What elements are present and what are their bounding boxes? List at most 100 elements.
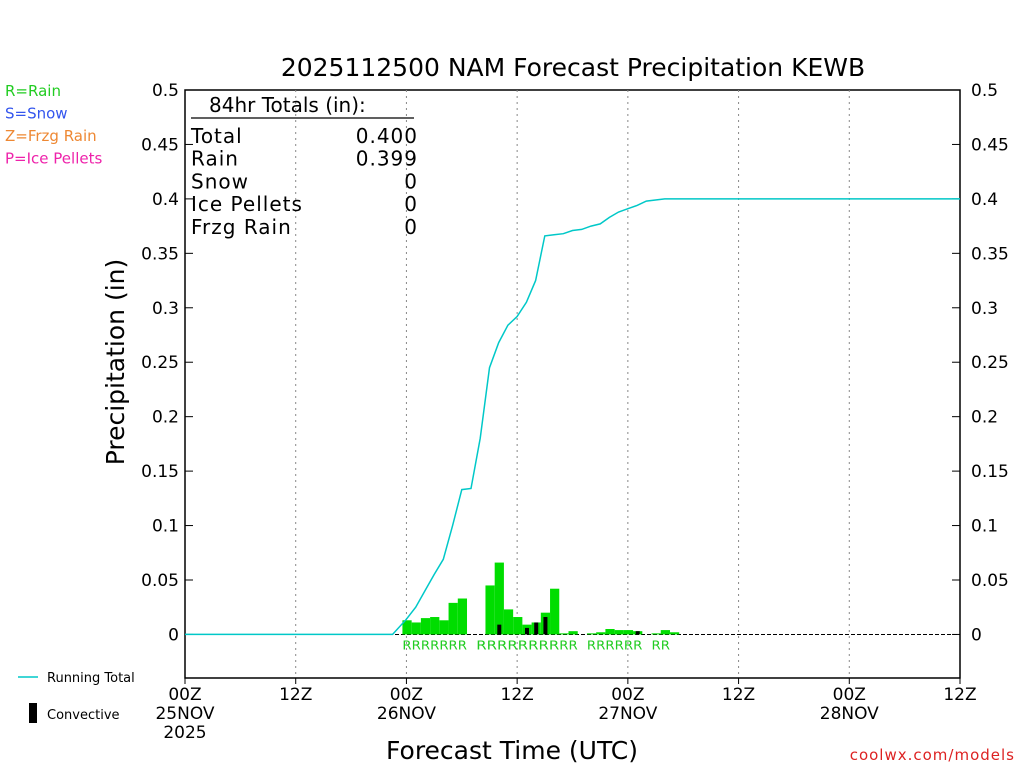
ptype-marker: RRRRRRR — [402, 638, 467, 652]
x-tick-label: 2025 — [163, 723, 206, 743]
x-tick-label: 12Z — [722, 685, 755, 705]
rain-bar — [623, 630, 634, 635]
convective-bars — [497, 617, 640, 635]
ptype-legend-item: Z=Frzg Rain — [5, 127, 97, 145]
y-tick-label-right: 0.2 — [971, 408, 998, 428]
x-tick-label: 00Z — [611, 685, 644, 705]
totals-row-value: 0 — [404, 169, 418, 193]
totals-row-value: 0.400 — [356, 124, 418, 148]
x-tick-label: 26NOV — [377, 704, 436, 724]
rain-bar — [485, 585, 495, 635]
y-tick-label-left: 0.35 — [141, 244, 179, 264]
y-tick-label-left: 0.45 — [141, 135, 179, 155]
x-tick-label: 12Z — [279, 685, 312, 705]
y-tick-label-left: 0.15 — [141, 462, 179, 482]
ptype-legend: R=Rain S=Snow Z=Frzg Rain P=Ice Pellets — [5, 82, 102, 168]
convective-bar — [534, 622, 539, 635]
totals-header: 84hr Totals (in): — [209, 93, 366, 117]
y-tick-label-left: 0.3 — [152, 299, 179, 319]
x-tick-label: 25NOV — [155, 704, 214, 724]
y-tick-label-right: 0.15 — [971, 462, 1009, 482]
y-axis-label: Precipitation (in) — [101, 259, 130, 466]
y-tick-label-right: 0.4 — [971, 190, 998, 210]
rain-bar — [503, 609, 514, 635]
x-tick-label: 00Z — [833, 685, 866, 705]
totals-row-label: Total — [190, 124, 243, 148]
x-tick-label: 28NOV — [820, 704, 879, 724]
y-tick-label-left: 0.05 — [141, 571, 179, 591]
rain-bar — [568, 631, 578, 635]
convective-bar — [635, 631, 640, 635]
right-axis-ticks: 0 0.05 0.1 0.15 0.2 0.25 0.3 0.35 0.4 0.45 0.5 — [952, 81, 1009, 645]
ptype-legend-item: P=Ice Pellets — [5, 150, 102, 168]
ptype-marker: RRRRRRRR — [476, 638, 559, 652]
ptype-legend-item: S=Snow — [5, 105, 68, 123]
convective-legend-label: Convective — [47, 708, 120, 723]
rain-bar — [448, 602, 458, 635]
y-tick-label-right: 0.25 — [971, 353, 1009, 373]
y-tick-label-left: 0 — [168, 625, 179, 645]
rain-bar — [651, 633, 661, 635]
rain-bar — [614, 630, 624, 635]
x-tick-label: 00Z — [168, 685, 201, 705]
rain-bar — [660, 630, 670, 635]
rain-bar — [559, 633, 569, 635]
y-tick-label-left: 0.5 — [152, 81, 179, 101]
rain-bar — [586, 633, 597, 635]
rain-bars — [402, 562, 680, 635]
totals-row-value: 0 — [404, 215, 418, 239]
x-tick-label: 27NOV — [598, 704, 657, 724]
rain-bar — [457, 598, 468, 635]
rain-bar — [439, 620, 449, 635]
rain-bar — [550, 588, 560, 635]
y-tick-label-right: 0.3 — [971, 299, 998, 319]
totals-row-label: Snow — [191, 169, 249, 193]
x-axis-label: Forecast Time (UTC) — [386, 736, 638, 765]
rain-bar — [420, 618, 431, 635]
grid-lines — [295, 90, 850, 678]
running-total-legend-label: Running Total — [47, 671, 135, 686]
y-tick-label-right: 0 — [971, 625, 982, 645]
y-tick-label-right: 0.45 — [971, 135, 1009, 155]
rain-bar — [411, 622, 421, 635]
y-tick-label-left: 0.4 — [152, 190, 179, 210]
y-tick-label-right: 0.1 — [971, 517, 998, 537]
y-tick-label-right: 0.5 — [971, 81, 998, 101]
rain-bar — [402, 620, 412, 635]
y-tick-label-left: 0.25 — [141, 353, 179, 373]
y-tick-label-right: 0.05 — [971, 571, 1009, 591]
plot-frame — [184, 89, 961, 679]
y-tick-label-left: 0.1 — [152, 517, 179, 537]
rain-bar — [605, 629, 615, 635]
totals-row-label: Ice Pellets — [191, 192, 303, 216]
convective-bar — [497, 624, 502, 635]
rain-bar — [596, 632, 606, 635]
convective-bar — [543, 617, 548, 635]
rain-bar — [513, 617, 523, 635]
left-axis-ticks: 0 0.05 0.1 0.15 0.2 0.25 0.3 0.35 0.4 0.45 0.5 — [141, 81, 193, 645]
rain-bar — [494, 562, 504, 635]
convective-bar — [524, 627, 529, 635]
totals-row-value: 0 — [404, 192, 418, 216]
x-tick-label: 12Z — [501, 685, 534, 705]
ptype-markers: RRRRRRR RRRRRRRR RR RRRRRR RR — [402, 638, 670, 652]
rain-bar — [430, 617, 440, 635]
ptype-marker: RRRRRR — [587, 638, 642, 652]
y-tick-label-left: 0.2 — [152, 408, 179, 428]
bottom-legend: Running Total Convective — [18, 671, 135, 723]
ptype-legend-item: R=Rain — [5, 82, 61, 100]
totals-row-value: 0.399 — [356, 147, 418, 171]
x-tick-label: 12Z — [943, 685, 976, 705]
totals-box: 84hr Totals (in): Total 0.400 Rain 0.399 Sno… — [190, 93, 418, 239]
x-tick-label: 00Z — [390, 685, 423, 705]
ptype-marker: RR — [559, 638, 578, 652]
totals-row-label: Rain — [191, 147, 239, 171]
ptype-marker: RR — [652, 638, 671, 652]
y-tick-label-right: 0.35 — [971, 244, 1009, 264]
running-total-line — [185, 198, 960, 636]
totals-row-label: Frzg Rain — [191, 215, 292, 239]
rain-bar — [669, 632, 680, 635]
chart-title: 2025112500 NAM Forecast Precipitation KE… — [281, 53, 865, 82]
